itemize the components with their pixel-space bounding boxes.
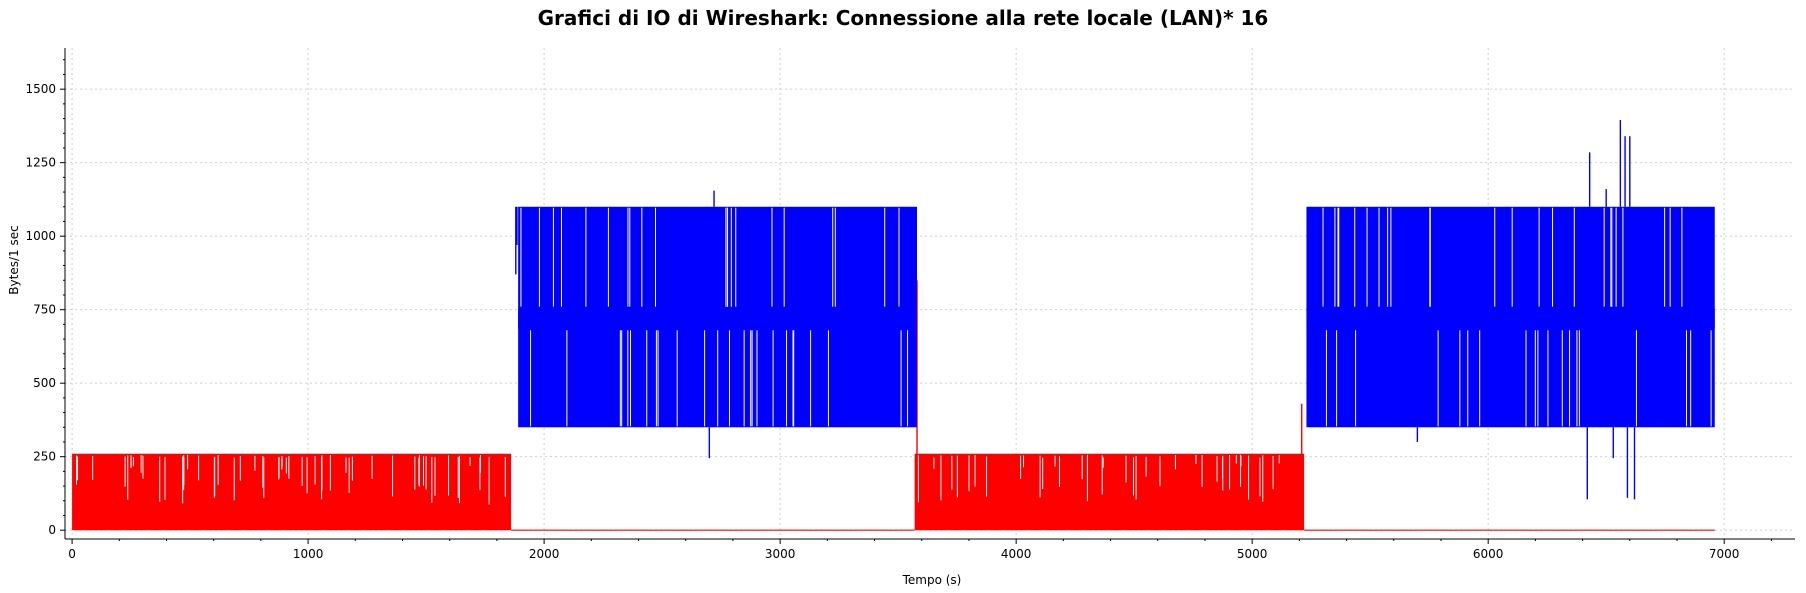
x-tick-label: 3000 bbox=[765, 547, 796, 561]
x-tick-label: 1000 bbox=[293, 547, 324, 561]
x-tick-label: 2000 bbox=[529, 547, 560, 561]
x-axis-label: Tempo (s) bbox=[902, 573, 962, 587]
y-tick-label: 500 bbox=[33, 376, 56, 390]
series-band bbox=[72, 453, 512, 531]
series-core bbox=[518, 308, 918, 329]
series-layer bbox=[72, 120, 1715, 531]
x-tick-label: 0 bbox=[68, 547, 76, 561]
y-tick-label: 1500 bbox=[25, 82, 56, 96]
y-tick-label: 1000 bbox=[25, 229, 56, 243]
x-tick-label: 4000 bbox=[1001, 547, 1032, 561]
series-1 bbox=[515, 120, 1715, 500]
chart-title: Grafici di IO di Wireshark: Connessione … bbox=[537, 6, 1269, 30]
series-0 bbox=[72, 280, 1715, 531]
x-tick-label: 6000 bbox=[1473, 547, 1504, 561]
series-band bbox=[914, 453, 1305, 531]
y-tick-label: 0 bbox=[48, 523, 56, 537]
axes: 0 250 500 750 1000 1250 1500 0 1000 2000 3000 4000 5… bbox=[25, 48, 1795, 561]
y-axis-label: Bytes/1 sec bbox=[7, 225, 21, 294]
series-core bbox=[1306, 308, 1715, 329]
y-tick-label: 1250 bbox=[25, 156, 56, 170]
x-tick-label: 7000 bbox=[1709, 547, 1740, 561]
y-tick-label: 250 bbox=[33, 450, 56, 464]
x-tick-label: 5000 bbox=[1237, 547, 1268, 561]
y-tick-label: 750 bbox=[33, 303, 56, 317]
